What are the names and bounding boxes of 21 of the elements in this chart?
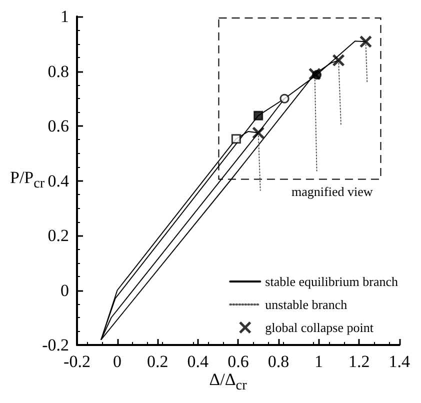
- y-axis-title: P/P$_{cr}$: [10, 168, 45, 192]
- x-tick-label: 0.8: [268, 352, 290, 371]
- x-tick-label: 1: [314, 352, 324, 371]
- x-tick-label: 1.4: [388, 352, 410, 371]
- y-tick-label: 0.4: [48, 171, 70, 190]
- legend-label: global collapse point: [265, 320, 374, 335]
- y-tick-label: 0: [60, 280, 69, 300]
- legend-label: unstable branch: [265, 297, 348, 312]
- x-tick-label: 0.6: [228, 352, 249, 371]
- x-tick-label: 0.4: [187, 352, 210, 371]
- y-tick-label: 0.2: [48, 226, 69, 245]
- y-tick-label: 0.8: [48, 62, 69, 81]
- x-tick-label: 0.2: [146, 352, 168, 371]
- y-tick-label: -0.2: [42, 336, 69, 354]
- annotation: magnified view: [292, 184, 374, 200]
- x-axis-title: Δ/Δ$_{cr}$: [209, 370, 247, 394]
- legend-label: stable equilibrium branch: [265, 274, 398, 289]
- x-tick-label: 1.2: [348, 352, 370, 371]
- y-tick-label: 0.6: [48, 116, 69, 136]
- y-tick-label: 1: [60, 7, 69, 26]
- x-tick-label: 0: [113, 352, 122, 371]
